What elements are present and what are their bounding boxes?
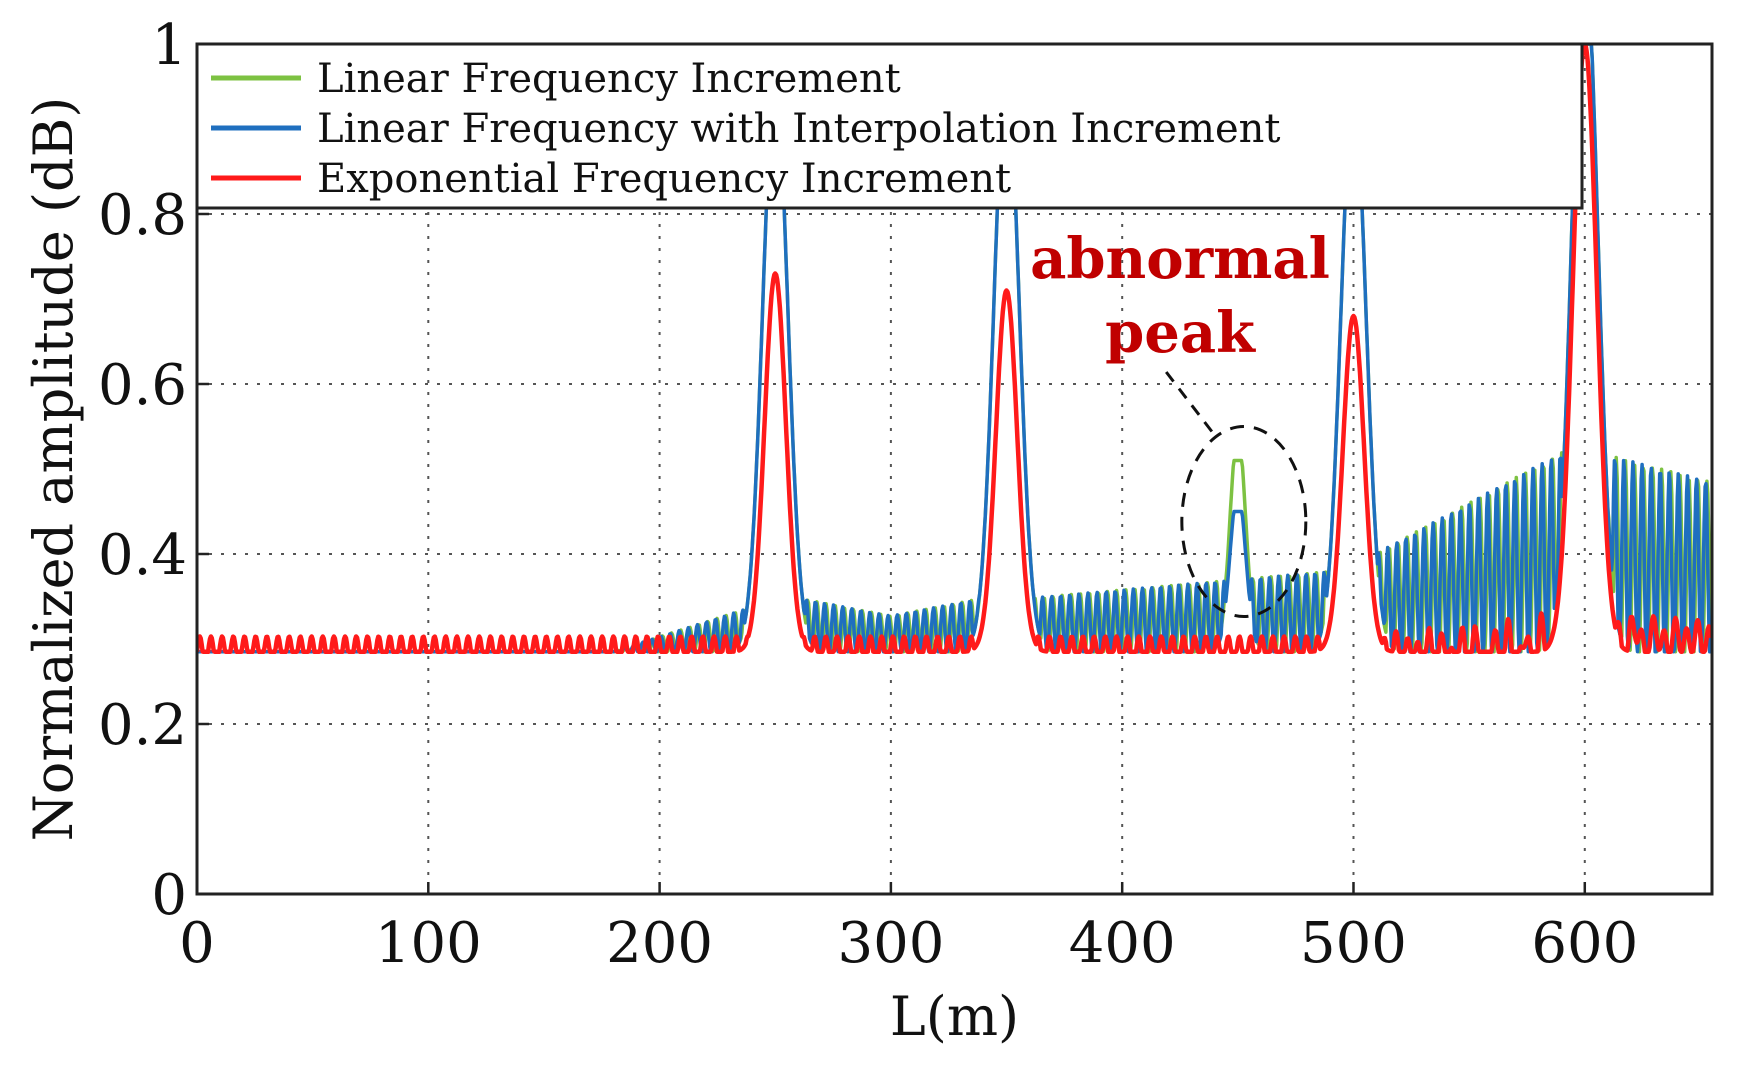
legend: Linear Frequency Increment Linear Freque…	[195, 42, 1584, 210]
x-tick-label: 200	[606, 911, 713, 976]
legend-label-interpolation: Linear Frequency with Interpolation Incr…	[317, 106, 1281, 152]
x-tick-label: 600	[1531, 911, 1638, 976]
x-tick-label: 100	[375, 911, 482, 976]
y-tick-label: 0.4	[98, 523, 187, 588]
annotation-text-abnormal: abnormal	[1030, 226, 1330, 292]
legend-label-exponential: Exponential Frequency Increment	[317, 156, 1011, 202]
x-tick-label: 0	[179, 911, 215, 976]
y-tick-label: 0.6	[98, 353, 187, 418]
series-group	[197, 44, 1712, 655]
y-tick-label: 1	[151, 13, 187, 78]
series-line-2	[197, 44, 1712, 655]
legend-box	[195, 42, 1584, 210]
annotation-group: abnormal peak	[1030, 226, 1330, 618]
axis-ticks: 0 100 200 300 400 500 600 0 0.2 0.4 0.6 0.8 1	[98, 13, 1638, 976]
annotation-text-peak: peak	[1105, 300, 1256, 366]
y-tick-label: 0.2	[98, 693, 187, 758]
y-tick-label: 0	[151, 863, 187, 928]
x-tick-label: 500	[1300, 911, 1407, 976]
x-axis-title: L(m)	[890, 985, 1019, 1048]
abnormal-peak-ellipse	[1180, 425, 1308, 618]
y-tick-label: 0.8	[98, 183, 187, 248]
abnormal-peak-leader-line	[1164, 370, 1214, 433]
grid-lines	[197, 44, 1712, 894]
y-axis-title: Normalized amplitude (dB)	[22, 97, 85, 842]
x-tick-label: 300	[837, 911, 944, 976]
legend-label-linear: Linear Frequency Increment	[317, 56, 901, 102]
x-tick-label: 400	[1069, 911, 1176, 976]
